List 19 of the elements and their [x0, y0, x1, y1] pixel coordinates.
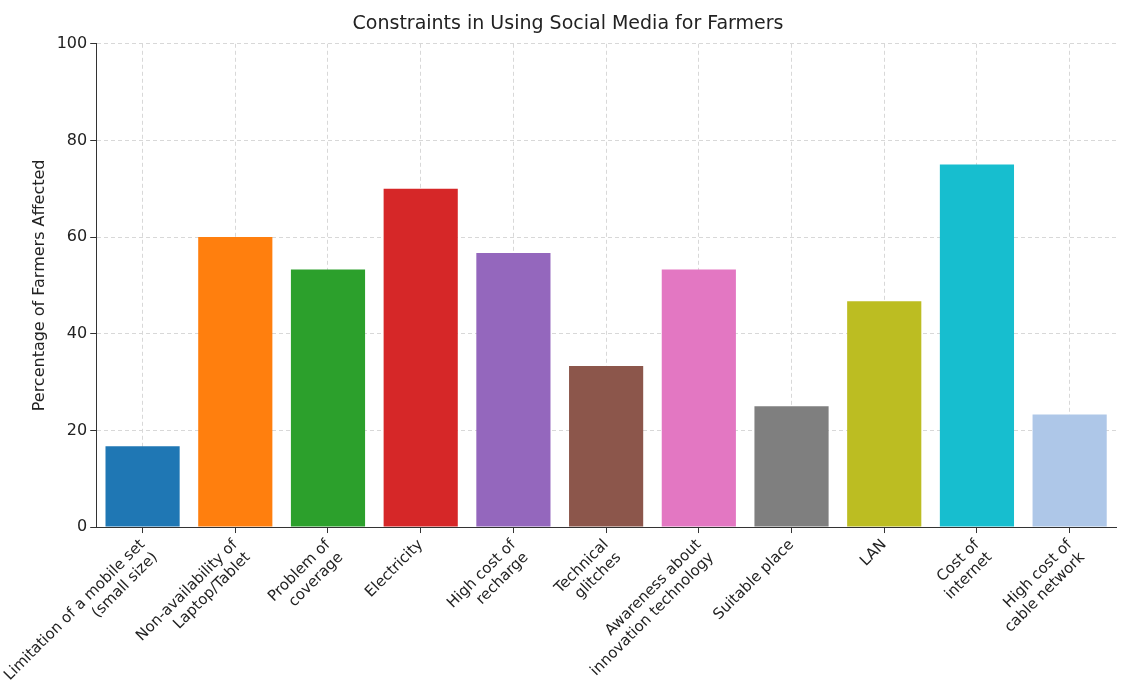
chart-title: Constraints in Using Social Media for Farmers — [352, 11, 784, 34]
bar — [290, 269, 366, 527]
bar — [383, 188, 458, 527]
y-tick-label: 40 — [66, 322, 88, 342]
bar — [754, 406, 829, 527]
y-axis-title: Percentage of Farmers Affected — [29, 159, 49, 412]
bar — [198, 237, 273, 527]
bar — [1032, 414, 1107, 527]
y-tick-label: 0 — [77, 516, 88, 536]
y-tick-label: 80 — [66, 129, 88, 149]
bar — [661, 269, 736, 527]
bar — [569, 366, 644, 527]
y-tick-label: 100 — [56, 32, 88, 52]
y-tick-label: 60 — [66, 226, 88, 246]
bar — [476, 253, 551, 527]
y-tick-label: 20 — [66, 419, 88, 439]
bar — [939, 164, 1015, 527]
bar — [105, 446, 180, 527]
bar — [847, 301, 922, 527]
